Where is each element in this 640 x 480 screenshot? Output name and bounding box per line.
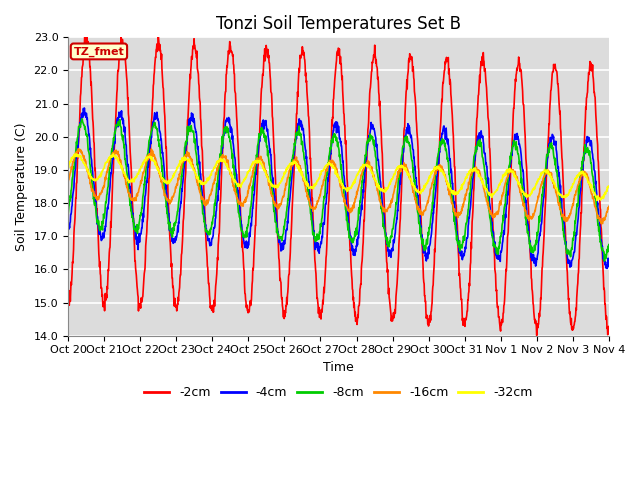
- Title: Tonzi Soil Temperatures Set B: Tonzi Soil Temperatures Set B: [216, 15, 461, 33]
- Line: -4cm: -4cm: [68, 108, 609, 268]
- Line: -8cm: -8cm: [68, 119, 609, 261]
- -2cm: [294, 94, 301, 99]
- Y-axis label: Soil Temperature (C): Soil Temperature (C): [15, 122, 28, 251]
- -4cm: [294, 127, 301, 133]
- -32cm: [315, 175, 323, 181]
- -2cm: [315, 304, 323, 310]
- -32cm: [129, 176, 136, 181]
- -4cm: [81, 105, 88, 111]
- Line: -16cm: -16cm: [68, 149, 609, 224]
- -8cm: [294, 132, 301, 138]
- -16cm: [305, 197, 313, 203]
- Text: TZ_fmet: TZ_fmet: [74, 46, 124, 57]
- -8cm: [605, 242, 612, 248]
- -16cm: [74, 146, 82, 152]
- -2cm: [129, 198, 136, 204]
- Legend: -2cm, -4cm, -8cm, -16cm, -32cm: -2cm, -4cm, -8cm, -16cm, -32cm: [140, 381, 538, 404]
- -16cm: [64, 179, 72, 185]
- -32cm: [305, 185, 313, 191]
- -32cm: [372, 178, 380, 184]
- -8cm: [601, 258, 609, 264]
- -4cm: [372, 144, 380, 150]
- -8cm: [78, 116, 86, 122]
- -16cm: [598, 221, 605, 227]
- -4cm: [605, 263, 612, 268]
- -32cm: [106, 153, 114, 159]
- -2cm: [64, 303, 72, 309]
- Line: -2cm: -2cm: [68, 31, 609, 336]
- -2cm: [372, 57, 380, 62]
- -32cm: [64, 163, 72, 169]
- -8cm: [106, 165, 114, 171]
- -2cm: [605, 324, 612, 329]
- Line: -32cm: -32cm: [68, 154, 609, 201]
- -8cm: [315, 236, 323, 242]
- -32cm: [605, 183, 612, 189]
- X-axis label: Time: Time: [323, 361, 354, 374]
- -8cm: [129, 213, 136, 219]
- -32cm: [593, 198, 601, 204]
- -2cm: [82, 28, 90, 34]
- -4cm: [305, 179, 313, 184]
- -16cm: [372, 182, 380, 188]
- -2cm: [305, 122, 313, 128]
- -32cm: [294, 164, 301, 169]
- -16cm: [605, 204, 612, 209]
- -4cm: [106, 176, 114, 182]
- -8cm: [305, 198, 313, 204]
- -4cm: [603, 265, 611, 271]
- -2cm: [106, 234, 114, 240]
- -4cm: [129, 211, 136, 217]
- -32cm: [71, 151, 79, 157]
- -16cm: [129, 197, 136, 203]
- -8cm: [372, 156, 380, 162]
- -16cm: [294, 158, 301, 164]
- -2cm: [533, 333, 541, 338]
- -16cm: [106, 155, 114, 161]
- -8cm: [64, 212, 72, 218]
- -4cm: [315, 245, 323, 251]
- -16cm: [315, 196, 323, 202]
- -4cm: [64, 224, 72, 230]
